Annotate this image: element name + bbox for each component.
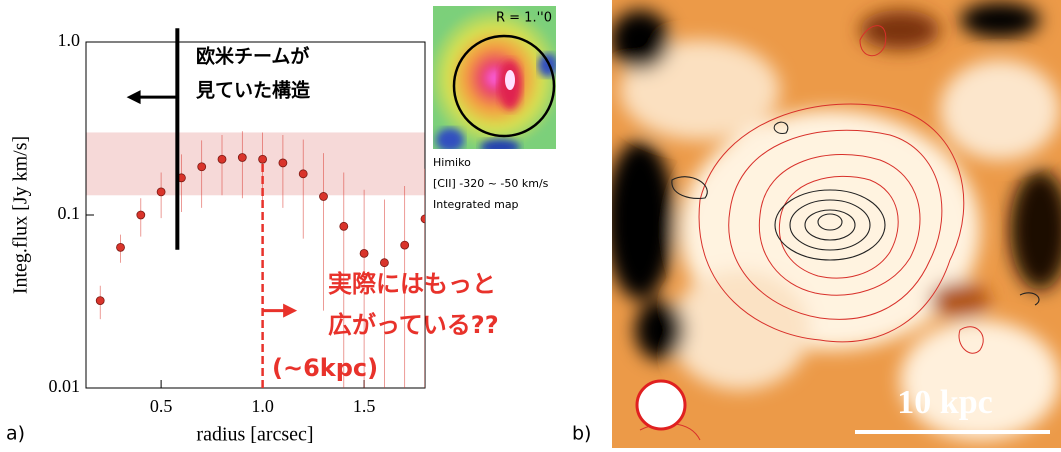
y-tick-label: 1.0 <box>58 30 81 50</box>
data-point <box>218 155 226 163</box>
y-axis-label: Integ.flux [Jy km/s] <box>10 136 32 294</box>
x-tick-label: 1.0 <box>251 396 274 416</box>
annotation: 見ていた構造 <box>196 79 311 102</box>
panel-label: b) <box>572 423 591 445</box>
data-point <box>340 222 348 230</box>
figure: R = 1.''0 Himiko [CII] -320 ~ -50 km/s I… <box>0 0 1061 448</box>
data-point <box>421 215 429 223</box>
shaded-band <box>86 132 425 195</box>
arrow-head <box>283 304 297 318</box>
inset-caption: Integrated map <box>433 198 519 211</box>
scale-label: 10 kpc <box>897 384 992 421</box>
panel-label: a) <box>6 423 25 445</box>
annotation: (~6kpc) <box>272 354 378 382</box>
data-point <box>117 243 125 251</box>
data-point <box>96 297 104 305</box>
y-tick-label: 0.1 <box>58 203 81 223</box>
x-axis-label: radius [arcsec] <box>196 424 313 446</box>
data-point <box>380 259 388 267</box>
inset-caption: Himiko <box>433 156 471 169</box>
data-point <box>299 170 307 178</box>
x-tick-label: 0.5 <box>150 396 173 416</box>
inset-caption: [CII] -320 ~ -50 km/s <box>433 177 549 190</box>
inset-map <box>425 3 565 155</box>
data-point <box>198 163 206 171</box>
inset-radius-label: R = 1.''0 <box>496 11 552 26</box>
data-point <box>320 192 328 200</box>
page: {"chart_data": {"type": "scatter", "pane… <box>0 0 1061 448</box>
data-point <box>360 249 368 257</box>
y-tick-label: 0.01 <box>49 376 81 396</box>
data-point <box>279 159 287 167</box>
data-point <box>137 211 145 219</box>
arrow-head <box>127 90 141 104</box>
map-image <box>605 0 1061 448</box>
annotation: 広がっている?? <box>328 311 499 339</box>
data-point <box>401 241 409 249</box>
data-point <box>238 153 246 161</box>
data-point <box>157 188 165 196</box>
annotation: 実際にはもっと <box>328 270 496 298</box>
x-tick-label: 1.5 <box>353 396 376 416</box>
annotation: 欧米チームが <box>196 45 309 68</box>
